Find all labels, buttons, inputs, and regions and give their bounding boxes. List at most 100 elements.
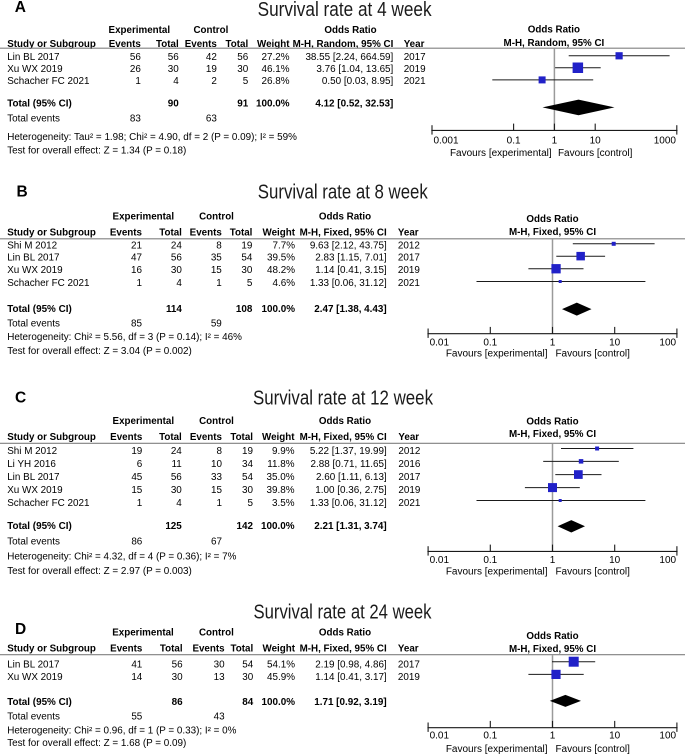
svg-text:Odds Ratio: Odds Ratio (526, 631, 578, 642)
svg-text:Odds Ratio: Odds Ratio (526, 416, 578, 427)
svg-text:30: 30 (172, 672, 183, 683)
svg-text:Weight: Weight (263, 643, 296, 654)
svg-text:Xu WX 2019: Xu WX 2019 (7, 672, 63, 683)
svg-text:1.14 [0.41, 3.15]: 1.14 [0.41, 3.15] (315, 265, 387, 276)
svg-text:56: 56 (171, 472, 182, 483)
svg-text:0.01: 0.01 (430, 731, 450, 742)
svg-text:9.63 [2.12, 43.75]: 9.63 [2.12, 43.75] (310, 240, 387, 251)
svg-text:100: 100 (659, 555, 676, 566)
svg-text:Total: Total (156, 39, 179, 50)
svg-text:59: 59 (211, 318, 222, 329)
svg-text:M-H, Fixed, 95% CI: M-H, Fixed, 95% CI (300, 432, 387, 443)
svg-text:43: 43 (214, 712, 225, 723)
svg-text:30: 30 (241, 265, 252, 276)
svg-text:Events: Events (190, 228, 223, 239)
svg-text:A: A (15, 0, 26, 16)
svg-text:39.8%: 39.8% (266, 485, 294, 496)
svg-text:Favours [experimental]: Favours [experimental] (446, 348, 548, 359)
svg-text:56: 56 (171, 253, 182, 264)
svg-text:Xu WX 2019: Xu WX 2019 (7, 64, 63, 75)
svg-text:Control: Control (199, 212, 234, 223)
svg-text:11: 11 (172, 459, 183, 470)
svg-text:Shi M 2012: Shi M 2012 (7, 446, 57, 457)
svg-text:Events: Events (190, 432, 223, 443)
svg-text:10: 10 (609, 337, 621, 348)
svg-text:Events: Events (192, 643, 225, 654)
svg-text:7.7%: 7.7% (272, 240, 295, 251)
svg-text:125: 125 (165, 521, 182, 532)
svg-text:2021: 2021 (398, 278, 420, 289)
svg-text:5: 5 (247, 278, 253, 289)
svg-text:48.2%: 48.2% (267, 265, 295, 276)
svg-text:84: 84 (242, 697, 253, 708)
svg-text:5.22 [1.37, 19.99]: 5.22 [1.37, 19.99] (310, 446, 387, 457)
svg-text:19: 19 (131, 446, 142, 457)
svg-text:2.19 [0.98, 4.86]: 2.19 [0.98, 4.86] (315, 660, 387, 671)
svg-text:1: 1 (137, 498, 143, 509)
svg-text:0.50 [0.03, 8.95]: 0.50 [0.03, 8.95] (322, 76, 394, 87)
svg-text:Lin BL 2017: Lin BL 2017 (7, 472, 59, 483)
svg-text:30: 30 (214, 660, 225, 671)
svg-text:56: 56 (172, 660, 183, 671)
svg-text:Events: Events (110, 643, 143, 654)
svg-text:Favours [control]: Favours [control] (555, 348, 630, 359)
svg-text:4: 4 (176, 498, 182, 509)
svg-text:2021: 2021 (398, 498, 420, 509)
svg-text:M-H, Fixed, 95% CI: M-H, Fixed, 95% CI (509, 227, 596, 238)
svg-text:15: 15 (131, 485, 142, 496)
svg-text:45: 45 (131, 472, 142, 483)
svg-text:100: 100 (659, 337, 676, 348)
svg-text:Year: Year (404, 39, 425, 50)
svg-text:Heterogeneity: Tau² = 1.98; Ch: Heterogeneity: Tau² = 1.98; Chi² = 4.90,… (7, 132, 297, 143)
svg-text:M-H, Fixed, 95% CI: M-H, Fixed, 95% CI (300, 643, 387, 654)
svg-text:1: 1 (550, 337, 556, 348)
svg-text:4: 4 (173, 76, 179, 87)
svg-text:Weight: Weight (263, 228, 296, 239)
svg-text:2.21 [1.31, 3.74]: 2.21 [1.31, 3.74] (314, 521, 386, 532)
svg-text:Study or Subgroup: Study or Subgroup (7, 228, 96, 239)
svg-text:Schacher FC 2021: Schacher FC 2021 (7, 76, 90, 87)
svg-text:90: 90 (168, 98, 179, 109)
svg-text:Total (95% CI): Total (95% CI) (7, 98, 72, 109)
svg-text:Total (95% CI): Total (95% CI) (7, 521, 72, 532)
svg-text:10: 10 (609, 731, 621, 742)
svg-text:3.76 [1.04, 13.65]: 3.76 [1.04, 13.65] (316, 64, 393, 75)
svg-text:8: 8 (217, 446, 223, 457)
svg-text:54.1%: 54.1% (267, 660, 295, 671)
svg-text:1000: 1000 (654, 136, 677, 147)
svg-text:M-H, Fixed, 95% CI: M-H, Fixed, 95% CI (509, 644, 596, 655)
svg-text:Control: Control (193, 25, 228, 36)
svg-text:Test for overall effect: Z = 3: Test for overall effect: Z = 3.04 (P = 0… (7, 346, 192, 357)
svg-text:0.001: 0.001 (434, 136, 459, 147)
svg-text:Schacher FC 2021: Schacher FC 2021 (7, 498, 90, 509)
svg-text:Total (95% CI): Total (95% CI) (7, 304, 72, 315)
svg-text:55: 55 (131, 712, 142, 723)
svg-text:34: 34 (242, 459, 253, 470)
svg-text:19: 19 (206, 64, 217, 75)
svg-text:Survival rate at 4 week: Survival rate at 4 week (258, 0, 433, 21)
svg-text:2: 2 (211, 76, 217, 87)
svg-text:0.1: 0.1 (507, 136, 521, 147)
svg-text:Total: Total (159, 432, 182, 443)
svg-text:Lin BL 2017: Lin BL 2017 (7, 660, 59, 671)
svg-text:13: 13 (214, 672, 225, 683)
svg-text:Favours [control]: Favours [control] (555, 744, 630, 755)
svg-text:2019: 2019 (398, 265, 420, 276)
svg-text:Odds Ratio: Odds Ratio (324, 25, 376, 36)
svg-text:24: 24 (171, 240, 182, 251)
svg-text:30: 30 (237, 64, 248, 75)
svg-text:Total: Total (160, 643, 183, 654)
svg-text:Shi M 2012: Shi M 2012 (7, 240, 57, 251)
svg-text:67: 67 (211, 537, 222, 548)
svg-text:10: 10 (590, 136, 602, 147)
svg-text:1: 1 (217, 498, 223, 509)
svg-text:Total events: Total events (7, 712, 60, 723)
svg-text:100.0%: 100.0% (262, 697, 296, 708)
svg-text:26: 26 (130, 64, 141, 75)
svg-text:Events: Events (185, 39, 218, 50)
svg-text:Experimental: Experimental (112, 627, 174, 638)
svg-text:86: 86 (172, 697, 183, 708)
svg-text:Favours [experimental]: Favours [experimental] (446, 567, 548, 578)
svg-text:Total: Total (230, 432, 253, 443)
svg-text:1: 1 (550, 555, 556, 566)
